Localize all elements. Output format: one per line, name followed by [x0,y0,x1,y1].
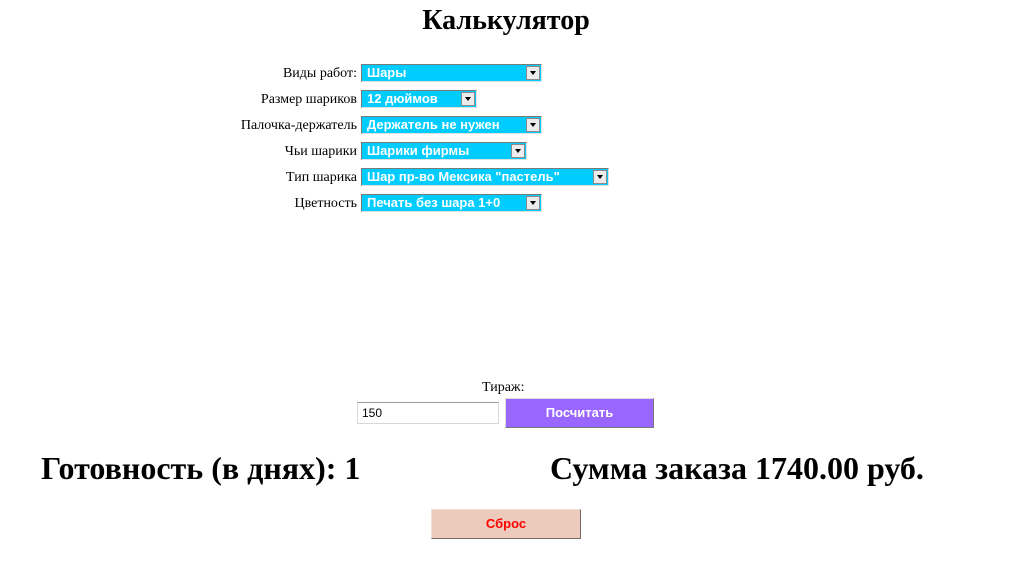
balloon-size-value: 12 дюймов [367,91,438,106]
quantity-label: Тираж: [482,380,525,395]
work-type-select[interactable]: Шары [361,64,542,82]
balloon-owner-select[interactable]: Шарики фирмы [361,142,527,160]
reset-button[interactable]: Сброс [431,509,581,539]
order-total: Сумма заказа 1740.00 руб. [550,450,924,486]
holder-stick-label: Палочка-держатель [240,118,357,133]
color-mode-value: Печать без шара 1+0 [367,195,501,210]
chevron-down-icon[interactable] [461,92,475,106]
page-title: Калькулятор [422,5,590,36]
chevron-down-icon[interactable] [593,170,607,184]
readiness-days: Готовность (в днях): 1 [41,450,361,486]
balloon-type-label: Тип шарика [286,170,357,185]
work-type-value: Шары [367,65,407,80]
color-mode-select[interactable]: Печать без шара 1+0 [361,194,542,212]
balloon-type-value: Шар пр-во Мексика "пастель" [367,169,560,184]
chevron-down-icon[interactable] [511,144,525,158]
balloon-type-select[interactable]: Шар пр-во Мексика "пастель" [361,168,609,186]
holder-stick-value: Держатель не нужен [367,117,500,132]
chevron-down-icon[interactable] [526,66,540,80]
calculate-button[interactable]: Посчитать [505,398,654,428]
chevron-down-icon[interactable] [526,118,540,132]
quantity-input[interactable] [357,402,499,424]
holder-stick-select[interactable]: Держатель не нужен [361,116,542,134]
balloon-owner-value: Шарики фирмы [367,143,470,158]
balloon-size-label: Размер шариков [260,92,357,107]
chevron-down-icon[interactable] [526,196,540,210]
balloon-size-select[interactable]: 12 дюймов [361,90,477,108]
work-type-label: Виды работ: [282,66,357,81]
color-mode-label: Цветность [294,196,357,211]
balloon-owner-label: Чьи шарики [284,144,357,159]
